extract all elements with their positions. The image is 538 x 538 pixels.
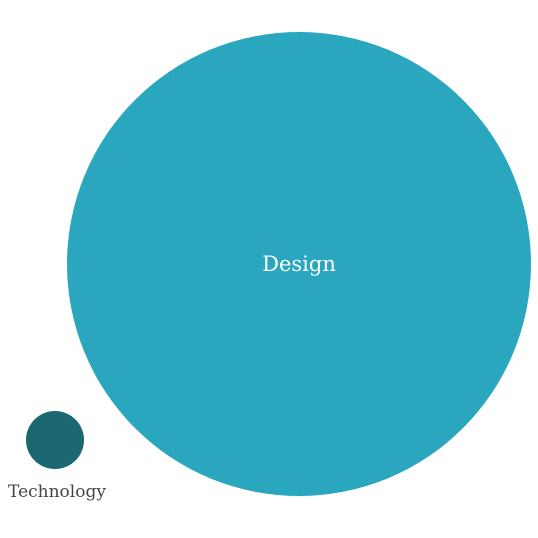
bubble-technology (26, 411, 84, 469)
bubble-label-design: Design (262, 252, 336, 276)
bubble-label-technology: Technology (8, 482, 106, 502)
